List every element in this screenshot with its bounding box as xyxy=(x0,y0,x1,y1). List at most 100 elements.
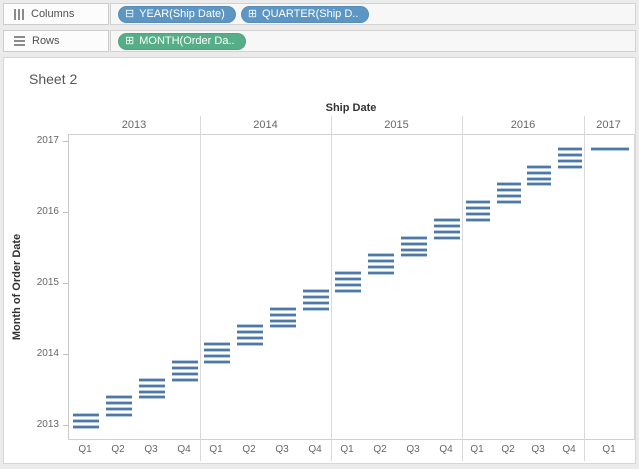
gantt-bar-2013-Q4-2013-12[interactable] xyxy=(172,361,198,363)
gantt-bar-2013-Q4-2013-10[interactable] xyxy=(172,373,198,375)
quarter-header-2014-Q4[interactable]: Q4 xyxy=(308,444,322,455)
gantt-bar-2013-Q3-2013-09[interactable] xyxy=(139,379,165,381)
gantt-bar-2014-Q2-2014-03[interactable] xyxy=(237,343,263,345)
gantt-bar-2013-Q2-2013-05[interactable] xyxy=(106,402,132,404)
y-tick-label-2016[interactable]: 2016 xyxy=(36,206,59,217)
year-header-2017[interactable]: 2017 xyxy=(596,119,621,131)
quarter-header-2014-Q1[interactable]: Q1 xyxy=(209,444,223,455)
gantt-bar-2016-Q2-2016-06[interactable] xyxy=(497,183,521,185)
gantt-bar-2016-Q2-2016-03[interactable] xyxy=(497,201,521,203)
gantt-bar-2013-Q3-2013-08[interactable] xyxy=(139,385,165,387)
year-header-2015[interactable]: 2015 xyxy=(384,119,409,131)
year-header-2016[interactable]: 2016 xyxy=(510,119,536,131)
gantt-bar-2013-Q2-2013-04[interactable] xyxy=(106,408,132,410)
gantt-bar-2014-Q4-2014-12[interactable] xyxy=(303,290,329,292)
quarter-header-2016-Q2[interactable]: Q2 xyxy=(501,444,515,455)
expand-icon[interactable]: ⊞ xyxy=(125,34,135,47)
gantt-bar-2016-Q3-2016-08[interactable] xyxy=(527,172,551,174)
gantt-bar-2015-Q1-2015-03[interactable] xyxy=(335,272,361,274)
gantt-bar-2014-Q3-2014-09[interactable] xyxy=(270,308,296,310)
gantt-bar-2014-Q1-2014-01[interactable] xyxy=(204,355,230,357)
gantt-bar-2016-Q1-2016-01[interactable] xyxy=(466,213,490,215)
pill-quarter-ship-date[interactable]: ⊞ QUARTER(Ship D.. xyxy=(240,5,370,23)
gantt-bar-2014-Q4-2014-11[interactable] xyxy=(303,296,329,298)
quarter-header-2014-Q3[interactable]: Q3 xyxy=(275,444,289,455)
quarter-header-2013-Q1[interactable]: Q1 xyxy=(78,444,92,455)
gantt-bar-2015-Q2-2015-06[interactable] xyxy=(368,254,394,256)
gantt-bar-2015-Q2-2015-03[interactable] xyxy=(368,272,394,274)
quarter-header-2015-Q4[interactable]: Q4 xyxy=(439,444,453,455)
gantt-bar-2013-Q2-2013-03[interactable] xyxy=(106,414,132,416)
gantt-bar-2014-Q2-2014-05[interactable] xyxy=(237,331,263,333)
quarter-header-2013-Q4[interactable]: Q4 xyxy=(177,444,191,455)
gantt-bar-2015-Q1-2015-02[interactable] xyxy=(335,278,361,280)
sheet-title[interactable]: Sheet 2 xyxy=(29,71,78,87)
gantt-bar-2014-Q1-2014-03[interactable] xyxy=(204,343,230,345)
gantt-bar-2015-Q3-2015-08[interactable] xyxy=(401,243,427,245)
quarter-header-2015-Q1[interactable]: Q1 xyxy=(340,444,354,455)
gantt-bar-2015-Q4-2015-11[interactable] xyxy=(434,225,460,227)
quarter-header-2015-Q3[interactable]: Q3 xyxy=(406,444,420,455)
gantt-bar-2013-Q1-2013-02[interactable] xyxy=(73,420,99,422)
y-tick-label-2013[interactable]: 2013 xyxy=(36,419,59,430)
y-tick-label-2015[interactable]: 2015 xyxy=(36,277,59,288)
gantt-bar-2015-Q3-2015-06[interactable] xyxy=(401,254,427,256)
gantt-bar-2015-Q2-2015-04[interactable] xyxy=(368,266,394,268)
gantt-bar-2014-Q2-2014-04[interactable] xyxy=(237,337,263,339)
quarter-header-2015-Q2[interactable]: Q2 xyxy=(373,444,387,455)
gantt-bar-2013-Q4-2013-09[interactable] xyxy=(172,379,198,381)
gantt-bar-2013-Q1-2013-01[interactable] xyxy=(73,426,99,428)
gantt-bar-2013-Q3-2013-07[interactable] xyxy=(139,391,165,393)
year-header-2013[interactable]: 2013 xyxy=(121,119,147,131)
gantt-bar-2015-Q1-2015-01[interactable] xyxy=(335,284,361,286)
gantt-bar-2014-Q4-2014-09[interactable] xyxy=(303,308,329,310)
quarter-header-2013-Q3[interactable]: Q3 xyxy=(144,444,158,455)
collapse-icon[interactable]: ⊟ xyxy=(125,7,135,20)
pill-month-order-date[interactable]: ⊞ MONTH(Order Da.. xyxy=(118,32,246,50)
gantt-bar-2017-Q1-2016-12[interactable] xyxy=(591,148,629,150)
quarter-header-2016-Q4[interactable]: Q4 xyxy=(562,444,576,455)
y-tick-label-2014[interactable]: 2014 xyxy=(36,348,59,359)
gantt-bar-2016-Q2-2016-05[interactable] xyxy=(497,189,521,191)
rows-shelf-tray[interactable]: ⊞ MONTH(Order Da.. xyxy=(110,30,636,52)
gantt-bar-2014-Q3-2014-06[interactable] xyxy=(270,325,296,327)
gantt-bar-2016-Q2-2016-04[interactable] xyxy=(497,195,521,197)
gantt-bar-2014-Q2-2014-06[interactable] xyxy=(237,325,263,327)
columns-shelf-tray[interactable]: ⊟ YEAR(Ship Date) ⊞ QUARTER(Ship D.. xyxy=(110,3,636,25)
gantt-bar-2015-Q2-2015-05[interactable] xyxy=(368,260,394,262)
quarter-header-2017-Q1[interactable]: Q1 xyxy=(602,444,616,455)
gantt-bar-2015-Q1-2014-12[interactable] xyxy=(335,290,361,292)
gantt-bar-2014-Q1-2013-12[interactable] xyxy=(204,361,230,363)
quarter-header-2014-Q2[interactable]: Q2 xyxy=(242,444,256,455)
y-tick-label-2017[interactable]: 2017 xyxy=(36,135,59,146)
gantt-bar-2016-Q3-2016-09[interactable] xyxy=(527,166,551,168)
quarter-header-2013-Q2[interactable]: Q2 xyxy=(111,444,125,455)
gantt-bar-2013-Q2-2013-06[interactable] xyxy=(106,396,132,398)
gantt-bar-2016-Q1-2016-03[interactable] xyxy=(466,201,490,203)
quarter-header-2016-Q1[interactable]: Q1 xyxy=(470,444,484,455)
gantt-bar-2014-Q1-2014-02[interactable] xyxy=(204,349,230,351)
gantt-bar-2016-Q4-2016-12[interactable] xyxy=(558,148,582,150)
year-header-2014[interactable]: 2014 xyxy=(253,119,278,131)
gantt-bar-2016-Q1-2016-02[interactable] xyxy=(466,207,490,209)
gantt-bar-2016-Q3-2016-06[interactable] xyxy=(527,183,551,185)
gantt-bar-2014-Q4-2014-10[interactable] xyxy=(303,302,329,304)
gantt-bar-2013-Q4-2013-11[interactable] xyxy=(172,367,198,369)
gantt-bar-2015-Q3-2015-09[interactable] xyxy=(401,237,427,239)
gantt-bar-2013-Q1-2013-03[interactable] xyxy=(73,414,99,416)
gantt-bar-2015-Q4-2015-12[interactable] xyxy=(434,219,460,221)
pill-year-ship-date[interactable]: ⊟ YEAR(Ship Date) xyxy=(118,5,236,23)
gantt-bar-2016-Q3-2016-07[interactable] xyxy=(527,178,551,180)
rows-shelf-label-cell[interactable]: Rows xyxy=(3,30,109,52)
plot-area[interactable] xyxy=(68,134,635,440)
gantt-bar-2015-Q4-2015-09[interactable] xyxy=(434,237,460,239)
gantt-bar-2016-Q4-2016-09[interactable] xyxy=(558,166,582,168)
gantt-bar-2014-Q3-2014-07[interactable] xyxy=(270,320,296,322)
gantt-bar-2016-Q4-2016-10[interactable] xyxy=(558,160,582,162)
columns-shelf-label-cell[interactable]: Columns xyxy=(3,3,109,25)
gantt-bar-2013-Q3-2013-06[interactable] xyxy=(139,396,165,398)
gantt-bar-2015-Q3-2015-07[interactable] xyxy=(401,249,427,251)
gantt-bar-2015-Q4-2015-10[interactable] xyxy=(434,231,460,233)
quarter-header-2016-Q3[interactable]: Q3 xyxy=(531,444,545,455)
gantt-bar-2014-Q3-2014-08[interactable] xyxy=(270,314,296,316)
